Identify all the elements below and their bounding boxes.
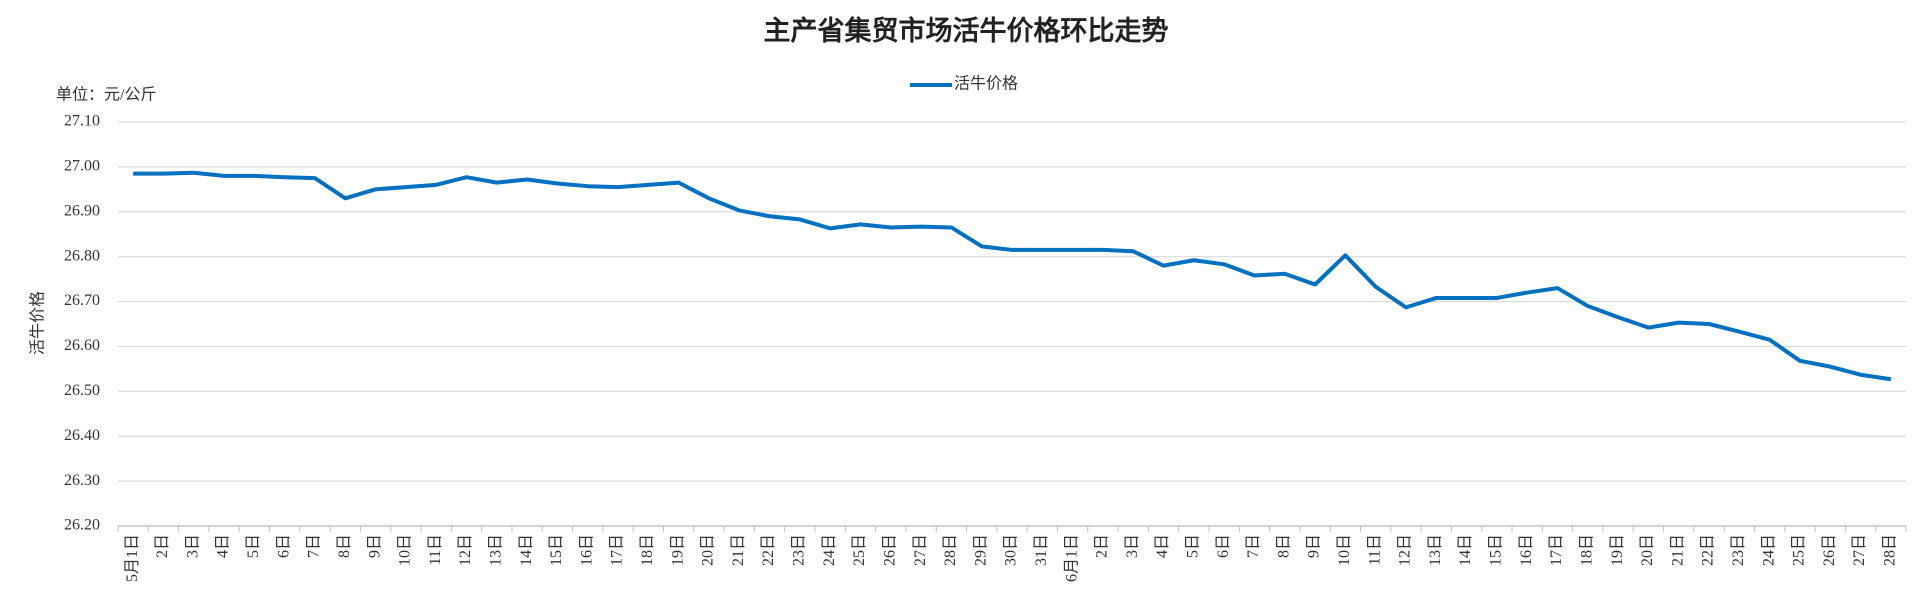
x-tick-label: 9日 [1306,534,1323,558]
x-tick-label: 15日 [548,534,565,566]
x-tick-label: 25日 [851,534,868,566]
x-tick-label: 17日 [609,534,626,566]
x-tick-label: 28日 [942,534,959,566]
y-tick-label: 27.10 [64,113,100,130]
x-tick-label: 5日 [1185,534,1202,558]
unit-label: 单位：元/公斤 [56,86,156,104]
x-tick-label: 30日 [1003,534,1020,566]
x-tick-label: 10日 [1336,534,1353,566]
x-tick-label: 14日 [1457,534,1474,566]
x-tick-label: 27日 [912,534,929,566]
x-tick-label: 9日 [366,534,383,558]
x-tick-label: 19日 [1609,534,1626,566]
y-tick-label: 27.00 [64,158,100,175]
x-tick-label: 3日 [184,534,201,558]
x-tick-label: 11日 [1366,534,1383,565]
x-tick-label: 13日 [1427,534,1444,566]
x-tick-label: 2日 [1094,534,1111,558]
y-axis-title: 活牛价格 [29,291,47,355]
line [133,170,1892,382]
x-tick-label: 13日 [487,534,504,566]
x-tick-label: 15日 [1488,534,1505,566]
x-tick-label: 26日 [1821,534,1838,566]
legend-label: 活牛价格 [954,75,1018,93]
x-tick-label: 21日 [730,534,747,566]
x-tick-label: 6日 [1215,534,1232,558]
y-tick-label: 26.30 [64,472,100,489]
y-tick-label: 26.90 [64,202,100,219]
x-tick-label: 17日 [1548,534,1565,566]
x-tick-label: 22日 [1700,534,1717,566]
x-tick-label: 19日 [669,534,686,566]
x-tick-label: 20日 [1639,534,1656,566]
x-tick-label: 5日 [245,534,262,558]
x-tick-label: 2日 [154,534,171,558]
y-tick-label: 26.50 [64,382,100,399]
x-tick-label: 16日 [578,534,595,566]
x-tick-label: 10日 [397,534,414,566]
x-tick-label: 14日 [518,534,535,566]
x-tick-label: 6月1日 [1063,534,1080,582]
x-tick-label: 22日 [760,534,777,566]
x-tick-label: 8日 [336,534,353,558]
x-tick-label: 12日 [457,534,474,566]
x-tick-label: 4日 [1154,534,1171,558]
x-tick-label: 7日 [306,534,323,558]
x-tick-label: 29日 [972,534,989,566]
y-tick-label: 26.40 [64,427,100,444]
x-tick-label: 24日 [1760,534,1777,566]
x-tick-label: 28日 [1882,534,1899,566]
x-tick-label: 5月1日 [124,534,141,582]
x-tick-label: 16日 [1518,534,1535,566]
x-tick-label: 12日 [1397,534,1414,566]
x-tick-label: 23日 [791,534,808,566]
x-tick-label: 21日 [1669,534,1686,566]
x-tick-label: 27日 [1851,534,1868,566]
y-tick-label: 26.20 [64,517,100,534]
x-tick-label: 31日 [1033,534,1050,566]
y-tick-label: 26.70 [64,292,100,309]
x-tick-label: 3日 [1124,534,1141,558]
x-tick-label: 11日 [427,534,444,565]
x-tick-label: 6日 [275,534,292,558]
x-tick-label: 18日 [1578,534,1595,566]
y-tick-label: 26.60 [64,337,100,354]
x-tick-label: 8日 [1275,534,1292,558]
x-tick-label: 25日 [1791,534,1808,566]
chart-title: 主产省集贸市场活牛价格环比走势 [764,15,1169,46]
x-tick-label: 24日 [821,534,838,566]
x-tick-label: 23日 [1730,534,1747,566]
x-tick-label: 4日 [215,534,232,558]
x-tick-label: 18日 [639,534,656,566]
x-tick-label: 26日 [881,534,898,566]
x-tick-label: 7日 [1245,534,1262,558]
x-tick-label: 20日 [700,534,717,566]
y-tick-label: 26.80 [64,247,100,264]
